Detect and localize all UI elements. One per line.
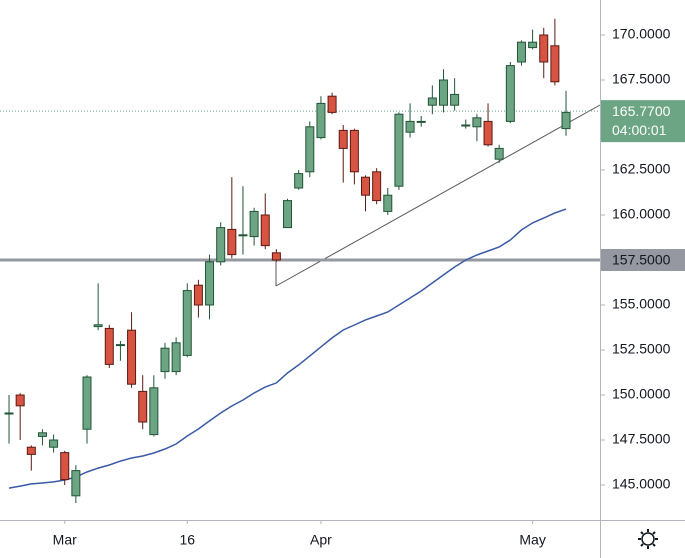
candle-body xyxy=(37,432,47,437)
candle-body xyxy=(427,97,437,106)
candle-body xyxy=(93,324,103,328)
trendline xyxy=(275,104,601,287)
level-label: 157.5000 xyxy=(612,252,671,268)
x-tick-label: 16 xyxy=(179,532,195,548)
candle-body xyxy=(327,95,337,113)
candle-body xyxy=(472,117,482,128)
candle-body xyxy=(405,120,415,133)
candle-body xyxy=(450,93,460,106)
candle-body xyxy=(394,113,404,187)
candle-body xyxy=(438,79,448,106)
y-tick-label: 170.0000 xyxy=(612,26,671,42)
y-tick-label: 167.5000 xyxy=(612,71,671,87)
candle-body xyxy=(494,147,504,160)
candle-body xyxy=(149,387,159,436)
candle-body xyxy=(483,120,493,146)
candle-body xyxy=(361,176,371,196)
countdown-label: 04:00:01 xyxy=(612,122,667,138)
y-tick-label: 150.0000 xyxy=(612,386,671,402)
y-tick-label: 162.5000 xyxy=(612,161,671,177)
candle-body xyxy=(505,65,515,122)
x-tick-label: Mar xyxy=(53,532,77,548)
candle-body xyxy=(171,342,181,373)
candle-body xyxy=(283,200,293,229)
candle-body xyxy=(338,129,348,149)
candle-body xyxy=(249,210,259,238)
candle-body xyxy=(416,120,426,123)
y-tick-label: 145.0000 xyxy=(612,476,671,492)
candle-body xyxy=(4,412,14,415)
candle-body xyxy=(550,45,560,83)
candle-body xyxy=(160,347,170,373)
candle-body xyxy=(227,228,237,256)
last-price-box xyxy=(601,100,685,143)
candle-body xyxy=(49,439,59,448)
x-tick-label: Apr xyxy=(310,532,332,548)
y-tick-label: 147.5000 xyxy=(612,431,671,447)
candle-body xyxy=(71,470,81,497)
candle-body xyxy=(383,194,393,212)
candle-body xyxy=(182,290,192,356)
candle-body xyxy=(216,227,226,263)
candle-body xyxy=(193,284,203,306)
candle-body xyxy=(104,327,114,365)
candle-body xyxy=(26,446,36,455)
candle-body xyxy=(260,214,270,247)
y-tick-label: 160.0000 xyxy=(612,206,671,222)
candle-body xyxy=(305,126,315,173)
candle-body xyxy=(60,452,70,481)
candle-body xyxy=(294,173,304,189)
candle-body xyxy=(238,234,248,237)
candle-body xyxy=(15,394,25,407)
candle-body xyxy=(138,390,148,423)
candle-body xyxy=(528,41,538,49)
candle-body xyxy=(115,344,125,347)
candle-body xyxy=(349,129,359,173)
candle-body xyxy=(561,111,571,130)
y-tick-label: 155.0000 xyxy=(612,296,671,312)
candle-body xyxy=(271,252,281,261)
x-tick-label: May xyxy=(519,532,545,548)
candle-body xyxy=(516,41,526,63)
settings-icon[interactable] xyxy=(638,529,658,549)
candle-body xyxy=(127,329,137,385)
moving-average xyxy=(8,208,567,489)
candle-body xyxy=(539,34,549,63)
candle-body xyxy=(205,261,215,306)
last-price-label: 165.7700 xyxy=(612,103,671,119)
candle-body xyxy=(316,102,326,139)
y-tick-label: 152.5000 xyxy=(612,341,671,357)
level-label-box xyxy=(601,249,685,271)
candle-body xyxy=(461,124,471,127)
candle-body xyxy=(372,171,382,202)
candle-body xyxy=(82,376,92,430)
